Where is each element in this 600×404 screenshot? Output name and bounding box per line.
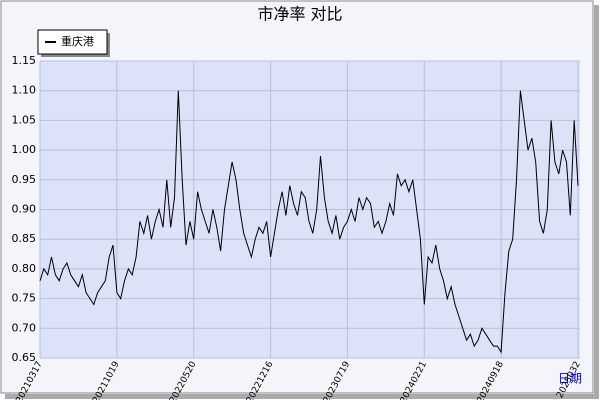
y-tick-label: 0.95	[12, 173, 37, 186]
frame-shadow	[594, 5, 599, 397]
y-tick-label: 1.05	[12, 113, 37, 126]
y-tick-label: 0.70	[12, 321, 37, 334]
y-tick-label: 0.90	[12, 203, 37, 216]
y-tick-label: 0.65	[12, 351, 37, 364]
y-tick-label: 0.80	[12, 262, 37, 275]
y-tick-label: 1.00	[12, 143, 37, 156]
legend: 重庆港	[37, 29, 110, 57]
y-tick-label: 1.15	[12, 54, 37, 67]
data-line	[39, 90, 579, 354]
chart-title: 市净率 对比	[257, 5, 342, 24]
y-tick-label: 0.75	[12, 292, 37, 305]
legend-label: 重庆港	[61, 34, 94, 48]
y-tick-label: 0.85	[12, 232, 37, 245]
y-tick-label: 1.10	[12, 84, 37, 97]
frame-shadow	[5, 394, 599, 399]
x-axis-label: 日期	[558, 372, 582, 386]
